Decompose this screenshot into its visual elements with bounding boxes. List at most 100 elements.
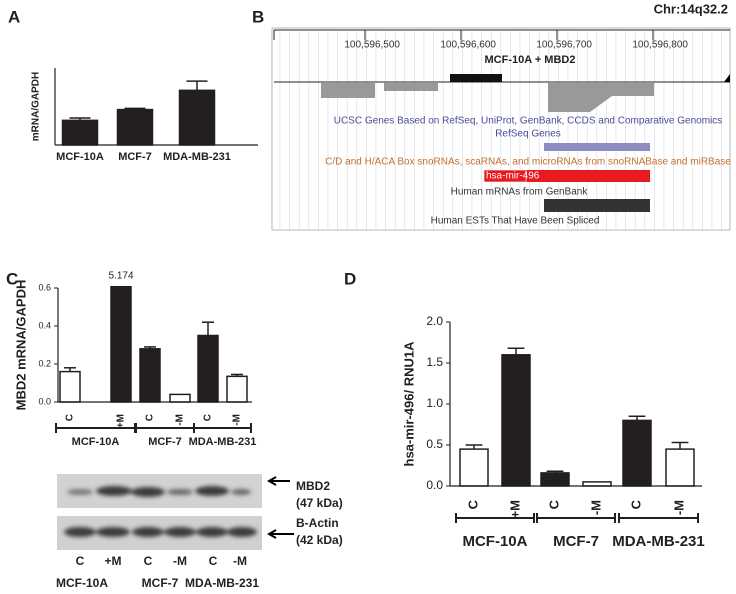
bar — [459, 448, 489, 487]
panel-label: D — [344, 269, 356, 288]
y-axis-label: mRNA/GAPDH — [31, 72, 42, 141]
band-label: (42 kDa) — [296, 533, 343, 547]
bar — [178, 89, 216, 146]
band-label: MBD2 — [296, 479, 330, 493]
genome-browser: Chr:14q32.2 100,596,500 100,596,600 100,… — [271, 1, 731, 231]
x-tick-label: C — [465, 499, 480, 509]
x-tick-label: C — [65, 414, 76, 421]
y-tick-label: 1.0 — [426, 396, 443, 410]
arrow — [266, 529, 294, 539]
position: 100,596,800 — [632, 40, 688, 51]
data-label: 5.174 — [108, 271, 133, 282]
track-label: UCSC Genes Based on RefSeq, UniProt, Gen… — [334, 116, 723, 127]
band — [64, 527, 96, 537]
gene — [544, 143, 650, 151]
y-tick-label: 1.5 — [426, 355, 443, 369]
group-label: MCF-10A — [72, 436, 120, 448]
arrow — [266, 476, 290, 486]
bars — [59, 286, 248, 403]
bar — [169, 393, 191, 403]
band — [227, 527, 257, 537]
band — [196, 527, 228, 537]
group-label: MCF-7 — [148, 436, 182, 448]
group-label: MCF-7 — [142, 576, 179, 590]
x-tick-label: -M — [588, 500, 603, 515]
bar — [61, 119, 99, 146]
position: 100,596,700 — [536, 40, 592, 51]
band — [167, 489, 193, 495]
mirna-label: hsa-mir-496 — [486, 171, 540, 182]
position: 100,596,500 — [344, 40, 400, 51]
band — [132, 527, 164, 537]
track-title: MCF-10A + MBD2 — [485, 54, 576, 66]
track-label: C/D and H/ACA Box snoRNAs, scaRNAs, and … — [325, 157, 731, 168]
x-tick-label: MDA-MB-231 — [163, 151, 231, 163]
group-label: MCF-10A — [462, 533, 527, 550]
bars — [61, 80, 216, 146]
panel-label: C — [6, 269, 18, 288]
group-label: MCF-10A — [56, 576, 108, 590]
bar — [59, 370, 81, 403]
bar — [116, 108, 154, 146]
track-label: Human ESTs That Have Been Spliced — [431, 216, 600, 227]
x-tick-label: -M — [175, 414, 186, 426]
y-axis-label: MBD2 mRNA/GAPDH — [13, 280, 28, 411]
band — [96, 527, 130, 537]
chromosome: Chr:14q32.2 — [654, 1, 728, 16]
group-label: MDA-MB-231 — [185, 576, 259, 590]
lane-label: C — [209, 554, 218, 568]
mrna — [544, 199, 650, 212]
y-tick-label: 0.5 — [426, 437, 443, 451]
x-tick-label: C — [203, 414, 214, 421]
group-label: MCF-7 — [553, 533, 599, 550]
arrow — [724, 74, 730, 82]
western-blot: MBD2 (47 kDa) B-Actin (42 kDa) — [57, 474, 343, 550]
lane-label: C — [76, 554, 85, 568]
y-tick-label: 0.0 — [426, 478, 443, 492]
band — [195, 486, 229, 496]
band — [67, 489, 93, 495]
band — [131, 487, 165, 497]
y-tick-label: 2.0 — [426, 314, 443, 328]
position: 100,596,600 — [440, 40, 496, 51]
panel-label: B — [252, 7, 264, 26]
bar — [501, 354, 531, 487]
x-tick-label: C — [546, 499, 561, 509]
x-tick-label: MCF-7 — [118, 151, 152, 163]
bar — [665, 448, 695, 487]
x-tick-label: C — [628, 499, 643, 509]
x-tick-label: C — [145, 414, 156, 421]
bars — [459, 347, 695, 487]
lane-label: C — [144, 554, 153, 568]
y-tick-label: 0.2 — [38, 358, 51, 368]
group-label: MDA-MB-231 — [189, 436, 257, 448]
mirna-label-box — [483, 169, 527, 183]
y-tick-label: 0.6 — [38, 282, 51, 292]
bar — [622, 419, 652, 487]
band-label: B-Actin — [296, 516, 339, 530]
lane-label: +M — [104, 554, 121, 568]
group-label: MDA-MB-231 — [612, 533, 705, 550]
x-tick-label: MCF-10A — [56, 151, 104, 163]
group-bracket — [618, 513, 699, 523]
y-axis-label: hsa-mir-496/ RNU1A — [401, 341, 416, 467]
track-label: Human mRNAs from GenBank — [451, 187, 589, 198]
x-tick-label: -M — [232, 414, 243, 426]
signal — [321, 83, 375, 98]
bar — [110, 286, 132, 403]
band — [231, 489, 251, 495]
track-label: RefSeq Genes — [495, 129, 561, 140]
x-tick-label: +M — [507, 500, 522, 518]
bar — [197, 334, 219, 403]
signal — [450, 74, 502, 82]
y-tick-label: 0.4 — [38, 320, 51, 330]
lane-label: -M — [173, 554, 187, 568]
bar — [139, 348, 161, 403]
y-tick-label: 0.0 — [38, 396, 51, 406]
signal — [548, 83, 654, 112]
group-bracket — [536, 513, 616, 523]
band — [164, 527, 196, 537]
group-bracket — [455, 513, 535, 523]
browser-grid — [279, 31, 722, 230]
